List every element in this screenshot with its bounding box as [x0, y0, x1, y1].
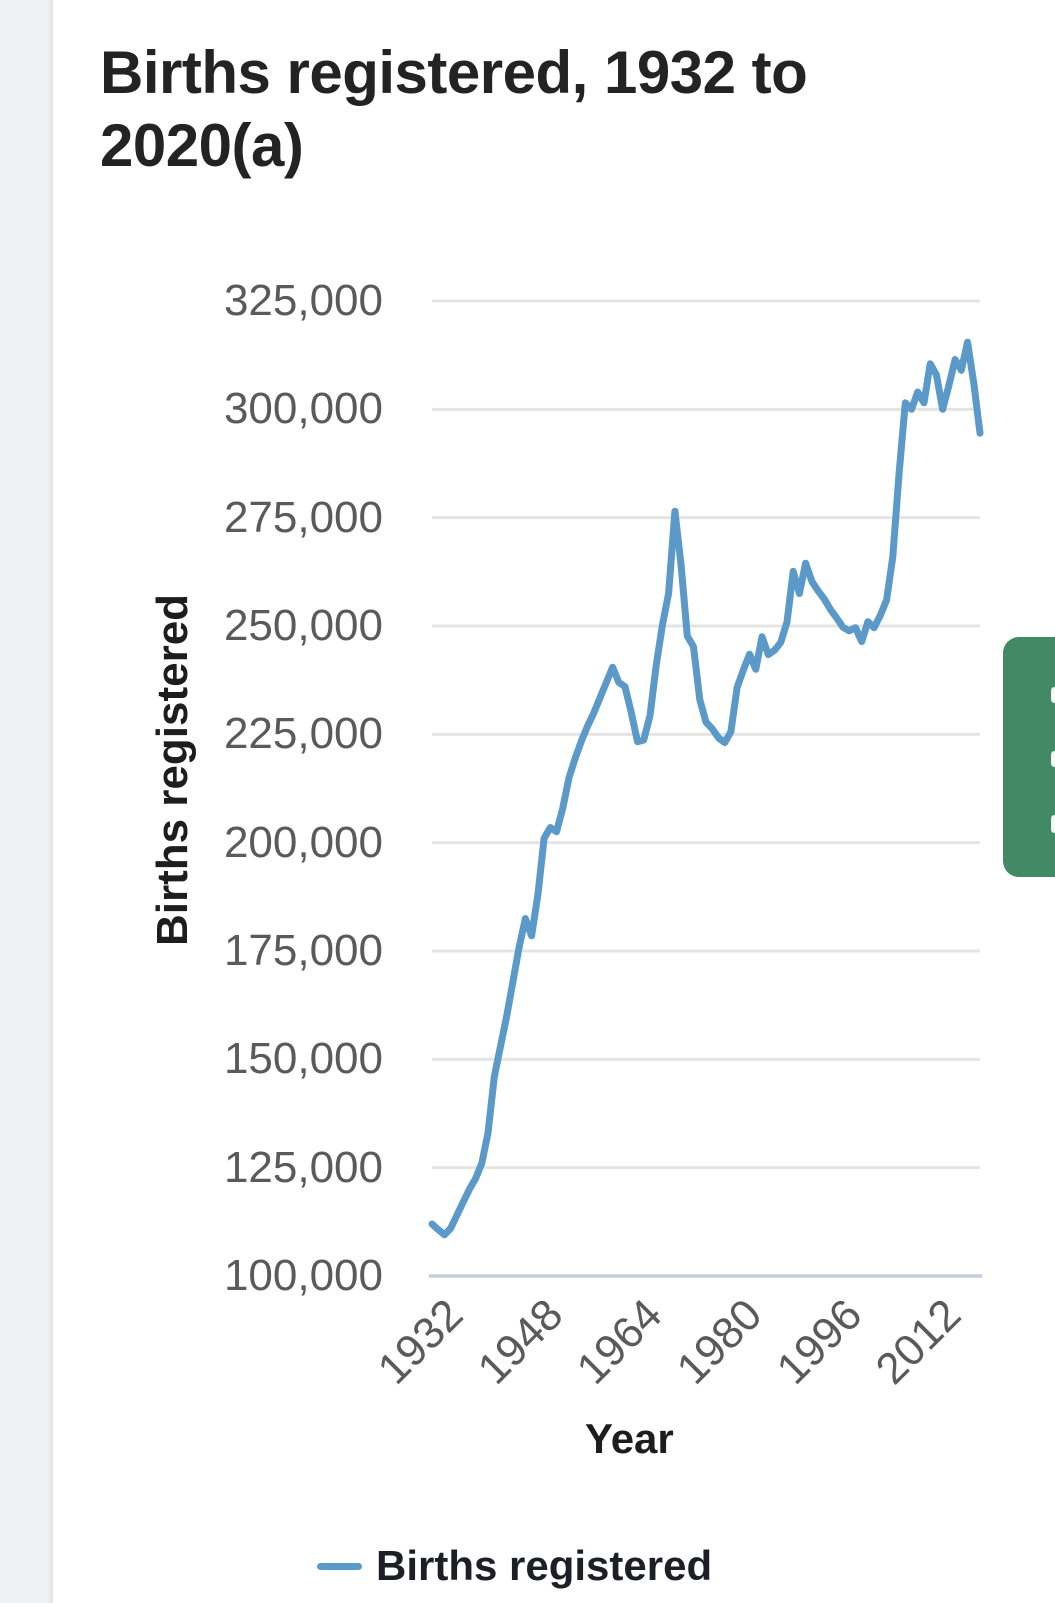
- feedback-tab-text-fragment: [1051, 751, 1055, 767]
- y-tick-label: 225,000: [223, 709, 383, 759]
- feedback-tab[interactable]: [1003, 637, 1055, 877]
- y-tick-label: 100,000: [223, 1251, 383, 1300]
- x-axis-title: Year: [585, 1415, 674, 1462]
- chart-title: Births registered, 1932 to 2020(a): [100, 39, 808, 180]
- y-tick-label: 275,000: [223, 492, 383, 542]
- y-tick-label: 125,000: [223, 1142, 383, 1192]
- births-registered-line: [428, 338, 984, 1239]
- feedback-tab-text-fragment: [1051, 815, 1055, 833]
- feedback-tab-text-fragment: [1051, 687, 1055, 703]
- left-gutter: [0, 0, 53, 1603]
- legend: Births registered: [317, 1538, 712, 1594]
- y-tick-label: 175,000: [223, 926, 383, 975]
- y-tick-label: 250,000: [223, 601, 383, 650]
- y-tick-label: 150,000: [223, 1034, 383, 1084]
- y-tick-label: 300,000: [223, 384, 383, 434]
- legend-line-swatch: [317, 1562, 362, 1570]
- legend-label: Births registered: [376, 1541, 713, 1589]
- y-tick-label: 325,000: [223, 276, 383, 325]
- y-tick-label: 200,000: [223, 817, 383, 867]
